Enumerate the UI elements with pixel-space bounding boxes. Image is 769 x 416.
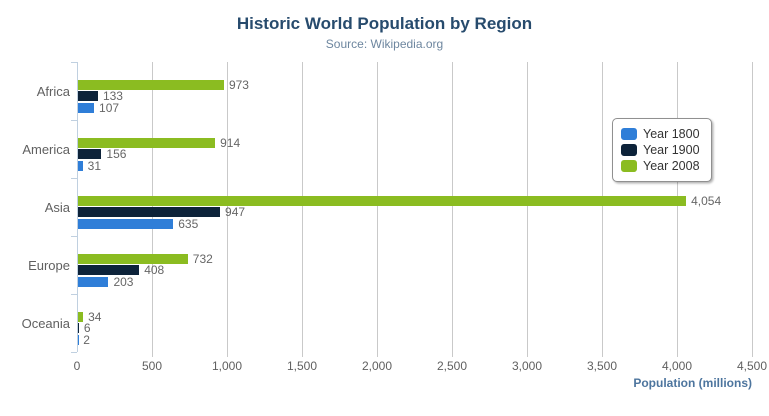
bar-year-2008-america[interactable] bbox=[78, 137, 216, 148]
category-label: Oceania bbox=[21, 316, 70, 331]
bar-value-label: 34 bbox=[88, 309, 102, 324]
bar-year-2008-oceania[interactable] bbox=[78, 311, 84, 322]
bar-value-label: 4,054 bbox=[691, 193, 722, 208]
bar-value-label: 107 bbox=[99, 100, 120, 115]
bar-year-1800-america[interactable] bbox=[78, 160, 83, 171]
x-axis-tick-label: 4,500 bbox=[736, 359, 768, 373]
x-axis-tick-label: 2,000 bbox=[361, 359, 393, 373]
x-axis-tick-label: 3,500 bbox=[586, 359, 618, 373]
gridline bbox=[677, 62, 678, 357]
bar-value-label: 408 bbox=[144, 263, 165, 277]
x-axis-title: Population (millions) bbox=[633, 376, 752, 390]
x-axis-tick-label: 0 bbox=[73, 359, 81, 373]
gridline bbox=[377, 62, 378, 357]
gridline bbox=[527, 62, 528, 357]
legend-label: Year 1900 bbox=[643, 143, 700, 157]
legend-swatch-icon bbox=[621, 128, 637, 140]
bar-year-2008-asia[interactable] bbox=[78, 195, 687, 206]
hamburger-menu-icon[interactable] bbox=[732, 23, 749, 36]
legend-swatch-icon bbox=[621, 160, 637, 172]
bar-year-1900-oceania[interactable] bbox=[78, 323, 79, 333]
gridline bbox=[752, 62, 753, 357]
legend-item-year-2008[interactable]: Year 2008 bbox=[621, 158, 703, 174]
bar-year-1800-asia[interactable] bbox=[78, 218, 174, 229]
x-axis-tick-label: 1,000 bbox=[211, 359, 243, 373]
bar-value-label: 973 bbox=[228, 77, 249, 92]
y-axis-tick bbox=[71, 294, 77, 295]
gridline bbox=[452, 62, 453, 357]
y-axis-tick bbox=[71, 352, 77, 353]
bar-year-1900-america[interactable] bbox=[78, 149, 102, 159]
x-axis-tick-label: 2,500 bbox=[436, 359, 468, 373]
legend-item-year-1900[interactable]: Year 1900 bbox=[621, 142, 703, 158]
bar-value-label: 732 bbox=[192, 251, 213, 266]
bar-value-label: 156 bbox=[106, 147, 127, 161]
category-label: Europe bbox=[28, 258, 70, 273]
bar-year-1900-asia[interactable] bbox=[78, 207, 221, 217]
bar-value-label: 31 bbox=[87, 158, 101, 173]
bar-year-2008-europe[interactable] bbox=[78, 253, 188, 264]
bar-value-label: 6 bbox=[83, 321, 91, 335]
category-label: Africa bbox=[36, 84, 70, 99]
bar-value-label: 2 bbox=[83, 332, 90, 347]
gridline bbox=[227, 62, 228, 357]
bar-year-2008-africa[interactable] bbox=[78, 79, 224, 90]
gridline bbox=[602, 62, 603, 357]
legend-label: Year 2008 bbox=[643, 159, 700, 173]
chart-title: Historic World Population by Region bbox=[236, 14, 533, 33]
y-axis-tick bbox=[71, 120, 77, 121]
bar-year-1800-europe[interactable] bbox=[78, 276, 109, 287]
bar-year-1900-africa[interactable] bbox=[78, 91, 98, 101]
bar-value-label: 947 bbox=[225, 205, 246, 219]
bar-value-label: 133 bbox=[102, 89, 123, 103]
x-axis-tick-label: 500 bbox=[141, 359, 163, 373]
legend-swatch-icon bbox=[621, 144, 637, 156]
legend-item-year-1800[interactable]: Year 1800 bbox=[621, 126, 703, 142]
chart-subtitle: Source: Wikipedia.org bbox=[325, 37, 444, 51]
bar-year-1900-europe[interactable] bbox=[78, 265, 140, 275]
y-axis-tick bbox=[71, 236, 77, 237]
gridline bbox=[302, 62, 303, 357]
bar-year-1800-africa[interactable] bbox=[78, 102, 95, 113]
bar-value-label: 635 bbox=[178, 216, 199, 231]
legend: Year 1800 Year 1900 Year 2008 bbox=[612, 118, 712, 182]
y-axis-tick bbox=[71, 178, 77, 179]
bar-value-label: 914 bbox=[220, 135, 241, 150]
category-label: Asia bbox=[44, 200, 70, 215]
y-axis-tick bbox=[71, 62, 77, 63]
category-label: America bbox=[22, 142, 70, 157]
x-axis-tick-label: 3,000 bbox=[511, 359, 543, 373]
x-axis-tick-label: 4,000 bbox=[661, 359, 693, 373]
legend-label: Year 1800 bbox=[643, 127, 700, 141]
y-axis-line bbox=[77, 62, 78, 352]
bar-value-label: 203 bbox=[113, 274, 134, 289]
x-axis-tick-label: 1,500 bbox=[286, 359, 318, 373]
